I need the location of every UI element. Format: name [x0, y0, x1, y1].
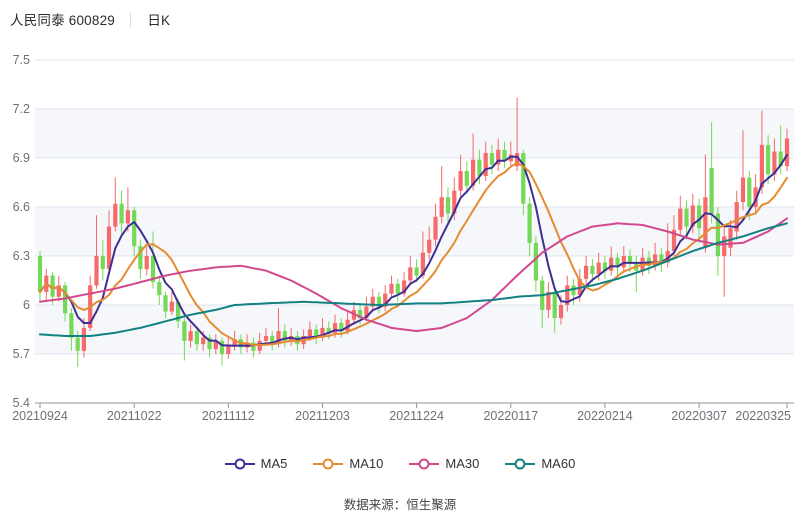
ma-line-ma60 — [39, 222, 788, 337]
candlesticks — [37, 97, 790, 368]
svg-text:6: 6 — [23, 298, 30, 312]
ma10-line-marker-icon — [313, 458, 344, 469]
stock-code: 600829 — [68, 13, 116, 28]
svg-text:20220307: 20220307 — [671, 409, 727, 423]
data-source-label: 数据来源：恒生聚源 — [343, 498, 457, 512]
svg-text:20220325: 20220325 — [735, 409, 791, 423]
legend-label-ma60: MA60 — [541, 456, 576, 471]
legend-item-ma5[interactable]: MA5 — [224, 456, 288, 471]
ma30-line-marker-icon — [409, 458, 440, 469]
legend-item-ma10[interactable]: MA10 — [313, 456, 383, 471]
ma5-line-marker-icon — [224, 458, 255, 469]
y-axis-labels: 7.5 7.2 6.9 6.6 6.3 6 5.7 5.4 — [13, 53, 30, 410]
svg-text:6.3: 6.3 — [13, 249, 30, 263]
svg-text:6.6: 6.6 — [13, 200, 30, 214]
legend-item-ma30[interactable]: MA30 — [409, 456, 479, 471]
title-separator: │ — [127, 11, 136, 27]
svg-text:5.4: 5.4 — [13, 396, 30, 410]
chart-header: 人民同泰 600829 │ 日K — [10, 9, 170, 29]
data-source: 数据来源：恒生聚源 — [0, 494, 800, 513]
stock-title: 人民同泰 600829 — [10, 9, 115, 29]
ma-legend: MA5 MA10 MA30 MA60 — [0, 456, 800, 471]
svg-text:20211022: 20211022 — [107, 409, 162, 423]
svg-text:7.5: 7.5 — [13, 53, 30, 67]
legend-label-ma30: MA30 — [445, 456, 480, 471]
svg-text:6.9: 6.9 — [13, 151, 30, 165]
svg-text:20220117: 20220117 — [483, 409, 538, 423]
ma60-line-marker-icon — [505, 458, 536, 469]
legend-label-ma10: MA10 — [349, 456, 384, 471]
svg-text:20211203: 20211203 — [295, 409, 350, 423]
ma-line-ma30 — [39, 217, 788, 333]
legend-item-ma60[interactable]: MA60 — [505, 456, 575, 471]
legend-label-ma5: MA5 — [260, 456, 288, 471]
period-label: 日K — [147, 13, 171, 28]
svg-text:20210924: 20210924 — [12, 409, 68, 423]
svg-text:20211112: 20211112 — [202, 409, 255, 423]
svg-text:20211224: 20211224 — [389, 409, 444, 423]
stock-name: 人民同泰 — [10, 13, 65, 28]
x-axis-labels: 20210924 20211022 20211112 20211203 20211224… — [12, 409, 791, 423]
svg-text:7.2: 7.2 — [13, 102, 30, 116]
svg-text:5.7: 5.7 — [13, 347, 30, 361]
svg-text:20220214: 20220214 — [577, 409, 633, 423]
x-axis — [35, 402, 794, 408]
